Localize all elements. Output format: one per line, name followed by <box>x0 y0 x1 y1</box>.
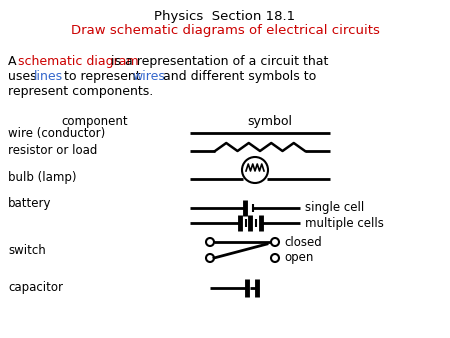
Text: wire (conductor): wire (conductor) <box>8 126 105 140</box>
Text: Physics  Section 18.1: Physics Section 18.1 <box>154 10 296 23</box>
Text: and different symbols to: and different symbols to <box>159 70 316 83</box>
Text: battery: battery <box>8 197 51 211</box>
Text: multiple cells: multiple cells <box>305 217 384 230</box>
Text: to represent: to represent <box>60 70 144 83</box>
Text: open: open <box>284 251 313 265</box>
Text: bulb (lamp): bulb (lamp) <box>8 170 76 184</box>
Text: closed: closed <box>284 236 322 248</box>
Text: A: A <box>8 55 21 68</box>
Text: switch: switch <box>8 243 46 257</box>
Text: lines: lines <box>34 70 63 83</box>
Text: represent components.: represent components. <box>8 85 153 98</box>
Text: schematic diagram: schematic diagram <box>18 55 139 68</box>
Text: wires: wires <box>133 70 166 83</box>
Text: capacitor: capacitor <box>8 282 63 294</box>
Text: is a representation of a circuit that: is a representation of a circuit that <box>107 55 328 68</box>
Text: resistor or load: resistor or load <box>8 145 97 158</box>
Text: component: component <box>62 115 128 128</box>
Text: single cell: single cell <box>305 201 364 215</box>
Text: uses: uses <box>8 70 40 83</box>
Text: symbol: symbol <box>248 115 292 128</box>
Text: Draw schematic diagrams of electrical circuits: Draw schematic diagrams of electrical ci… <box>71 24 379 37</box>
